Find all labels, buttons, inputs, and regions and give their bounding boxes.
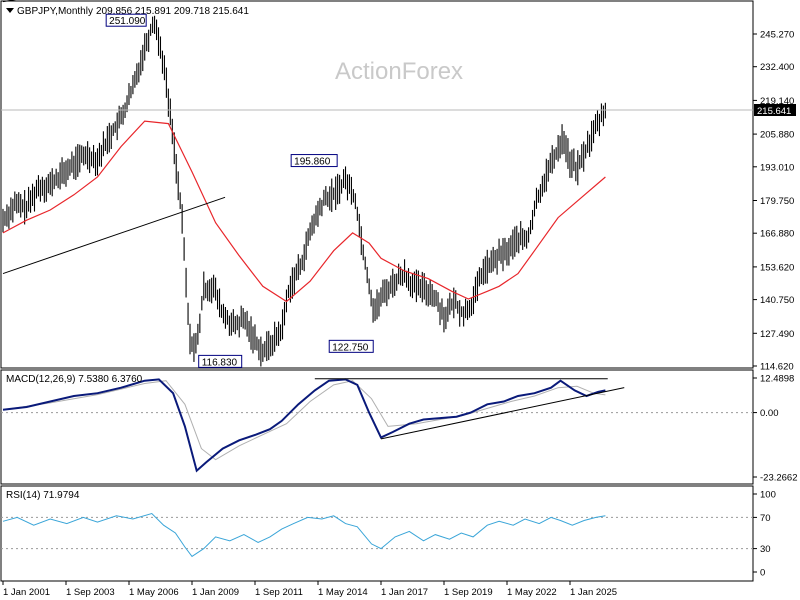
macd-line: [2, 378, 606, 473]
price-annotation-box: [198, 354, 243, 368]
rsi-tick-label: 30: [760, 544, 771, 555]
macd-support-trendline: [380, 387, 625, 440]
price-tick-label: 232.400: [760, 62, 794, 73]
macd-tick-label: -23.2662: [760, 473, 798, 484]
rsi-tick-label: 0: [760, 568, 765, 579]
moving-average-line: [2, 120, 606, 303]
price-tick-label: 127.490: [760, 329, 794, 340]
price-tick-label: 193.010: [760, 162, 794, 173]
price-tick-label: 140.750: [760, 295, 794, 306]
price-annotation-label: 122.750: [332, 342, 369, 353]
price-tick-label: 245.270: [760, 30, 794, 41]
price-annotation-label: 195.860: [294, 157, 331, 168]
watermark: ActionForex: [335, 58, 463, 85]
price-annotation-box: [105, 13, 147, 27]
x-tick-label: 1 Jan 2009: [192, 587, 239, 598]
price-tick-label: 153.620: [760, 262, 794, 273]
rsi-panel-frame: [0, 485, 754, 582]
rsi-tick-label: 100: [760, 490, 776, 501]
current-price-label: 215.641: [757, 106, 791, 117]
price-annotation-label: 116.830: [202, 357, 238, 368]
macd-tick-label: 12.4898: [760, 374, 794, 385]
current-price-box: [754, 104, 796, 116]
price-annotation-box: [290, 154, 338, 168]
x-tick-label: 1 Jan 2001: [3, 587, 50, 598]
macd-title: MACD(12,26,9) 7.5380 6.3760: [6, 374, 143, 385]
x-tick-label: 1 May 2006: [129, 587, 179, 598]
x-tick-label: 1 May 2014: [318, 587, 368, 598]
price-tick-label: 205.880: [760, 130, 794, 141]
price-tick-label: 114.620: [760, 362, 794, 373]
x-tick-label: 1 Sep 2011: [255, 587, 303, 598]
x-tick-label: 1 Jan 2025: [570, 587, 617, 598]
x-tick-label: 1 Sep 2019: [444, 587, 493, 598]
x-tick-label: 1 Sep 2003: [66, 587, 115, 598]
price-tick-label: 219.140: [760, 96, 794, 107]
price-annotation-label: 251.090: [109, 16, 146, 27]
price-tick-label: 166.880: [760, 229, 794, 240]
rsi-line: [2, 512, 606, 558]
ohlc-header: 209.856 215.891 209.718 215.641: [96, 6, 249, 17]
price-tick-label: 179.750: [760, 196, 794, 207]
macd-signal-line: [2, 380, 606, 461]
rsi-tick-label: 70: [760, 513, 771, 524]
x-tick-label: 1 May 2022: [507, 587, 557, 598]
x-tick-label: 1 Jan 2017: [381, 587, 428, 598]
rsi-title: RSI(14) 71.9794: [6, 490, 80, 501]
symbol-label: GBPJPY,Monthly: [17, 6, 93, 17]
trendline-support: [2, 196, 226, 275]
price-annotation-box: [328, 339, 374, 353]
macd-tick-label: 0.00: [760, 408, 779, 419]
dropdown-triangle-icon[interactable]: [6, 8, 14, 13]
